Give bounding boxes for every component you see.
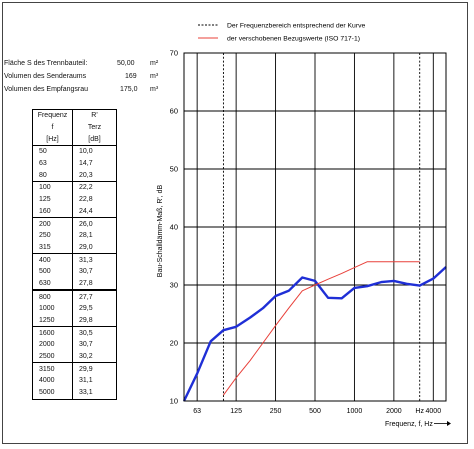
y-tick-label: 20 xyxy=(170,339,178,348)
table-row: 1000 29,5 xyxy=(32,303,117,315)
y-tick-label: 30 xyxy=(170,281,178,290)
table-row: 315 29,0 xyxy=(32,241,117,254)
header-r-line3: [dB] xyxy=(72,133,117,146)
table-row: 100 22,2 xyxy=(32,181,117,194)
table-row: 1250 29,8 xyxy=(32,314,117,327)
table-cell-r-value: 31,3 xyxy=(72,253,117,266)
table-cell-r-value: 22,2 xyxy=(72,181,117,194)
y-axis-label: Bau-Schalldämm-Maß, R', dB xyxy=(157,184,164,277)
table-row: 1600 30,5 xyxy=(32,326,117,340)
y-tick-label: 40 xyxy=(170,223,178,232)
table-cell-r-value: 28,1 xyxy=(72,229,117,242)
table-cell-r-value: 27,7 xyxy=(72,289,117,303)
x-tick-label: 125 xyxy=(230,408,242,415)
x-axis-label: Frequenz, f, Hz xyxy=(385,421,433,428)
frequency-table-body: 50 10,0 63 14,7 80 20,3 100 22,2 125 22,8 160 24,4 2… xyxy=(32,145,117,400)
legend-label-reference: der verschobenen Bezugswerte (ISO 717-1) xyxy=(227,36,360,43)
info-value: 175,0 xyxy=(120,86,138,93)
x-unit-label: Hz xyxy=(415,408,424,415)
chart-series xyxy=(182,261,447,402)
figure-frame xyxy=(2,2,468,444)
info-value: 169 xyxy=(125,73,137,80)
y-tick-label: 60 xyxy=(170,107,178,116)
y-tick-label: 70 xyxy=(170,49,178,58)
x-tick-label: 63 xyxy=(193,408,201,415)
table-row: 250 28,1 xyxy=(32,229,117,242)
info-label: Volumen des Senderaums xyxy=(4,73,87,80)
table-row: 50 10,0 xyxy=(32,145,117,158)
table-row: 4000 31,1 xyxy=(32,375,117,387)
table-row: 200 26,0 xyxy=(32,217,117,230)
header-r-line1: R' xyxy=(72,108,117,122)
frequency-range-lines xyxy=(222,53,421,401)
table-row: 800 27,7 xyxy=(32,289,117,303)
table-cell-r-value: 30,5 xyxy=(72,326,117,340)
chart-legend: Der Frequenzbereich entsprechend der Kur… xyxy=(198,23,366,43)
table-row: 400 31,3 xyxy=(32,253,117,266)
table-cell-r-value: 20,3 xyxy=(72,169,117,182)
table-cell-r-value: 10,0 xyxy=(72,145,117,158)
y-tick-labels: 10 20 30 40 50 60 70 xyxy=(170,49,178,406)
table-cell-r-value: 31,1 xyxy=(72,375,117,387)
table-row: 160 24,4 xyxy=(32,205,117,218)
header-r-line2: Terz xyxy=(72,121,117,134)
x-tick-label: 500 xyxy=(309,408,321,415)
x-tick-label: 4000 xyxy=(426,408,442,415)
table-row: 3150 29,9 xyxy=(32,362,117,376)
table-cell-r-value: 29,8 xyxy=(72,314,117,327)
series-line-reference xyxy=(222,261,420,396)
table-row: 630 27,8 xyxy=(32,277,117,291)
info-unit: m³ xyxy=(150,86,159,93)
table-cell-r-value: 29,5 xyxy=(72,303,117,315)
table-cell-r-value: 26,0 xyxy=(72,217,117,230)
y-tick-label: 10 xyxy=(170,397,178,406)
frequency-table: Frequenz R' f Terz [Hz] [dB] 50 10,0 63 14,… xyxy=(32,108,117,400)
x-axis-arrow-icon xyxy=(434,421,451,426)
table-row: 125 22,8 xyxy=(32,193,117,206)
series-line-measured xyxy=(182,266,447,402)
table-cell-r-value: 30,7 xyxy=(72,339,117,351)
table-row: 2000 30,7 xyxy=(32,339,117,351)
chart-grid xyxy=(184,52,446,402)
table-cell-r-value: 33,1 xyxy=(72,386,117,400)
info-unit: m² xyxy=(150,60,159,67)
info-value: 50,00 xyxy=(117,60,135,67)
info-label: Fläche S des Trennbauteil: xyxy=(4,60,88,67)
info-label: Volumen des Empfangsrau xyxy=(4,86,89,93)
table-cell-r-value: 30,7 xyxy=(72,265,117,278)
table-cell-r-value: 29,0 xyxy=(72,241,117,254)
table-row: 5000 33,1 xyxy=(32,386,117,400)
table-cell-r-value: 22,8 xyxy=(72,193,117,206)
x-tick-label: 1000 xyxy=(347,408,363,415)
table-row: 80 20,3 xyxy=(32,169,117,182)
x-tick-label: 2000 xyxy=(386,408,402,415)
table-row: 2500 30,2 xyxy=(32,350,117,363)
y-tick-label: 50 xyxy=(170,165,178,174)
table-cell-r-value: 24,4 xyxy=(72,205,117,218)
table-cell-r-value: 27,8 xyxy=(72,277,117,291)
legend-label-range: Der Frequenzbereich entsprechend der Kur… xyxy=(227,23,366,30)
table-cell-r-value: 29,9 xyxy=(72,362,117,376)
table-cell-r-value: 30,2 xyxy=(72,350,117,363)
info-unit: m³ xyxy=(150,73,159,80)
table-cell-r-value: 14,7 xyxy=(72,157,117,170)
table-row: 500 30,7 xyxy=(32,265,117,278)
plot-border xyxy=(183,52,447,402)
x-tick-label: 250 xyxy=(270,408,282,415)
table-row: 63 14,7 xyxy=(32,157,117,170)
